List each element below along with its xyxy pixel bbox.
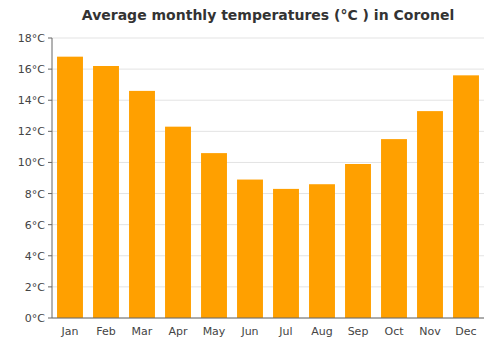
y-tick-label: 2°C xyxy=(25,281,45,294)
x-axis-line xyxy=(52,318,484,319)
tick-mark xyxy=(48,193,52,194)
x-tick-label: Jun xyxy=(240,325,258,338)
bar xyxy=(57,57,83,318)
chart: Average monthly temperatures (°C ) in Co… xyxy=(0,0,500,350)
grid-line xyxy=(52,318,484,319)
bar xyxy=(453,75,479,318)
tick-mark xyxy=(48,318,52,319)
x-tick-label: Nov xyxy=(419,325,441,338)
x-tick-label: Aug xyxy=(311,325,332,338)
bar xyxy=(273,189,299,318)
x-tick-label: Jul xyxy=(278,325,292,338)
x-tick-label: Apr xyxy=(168,325,188,338)
x-tick-label: Mar xyxy=(132,325,153,338)
tick-mark xyxy=(48,162,52,163)
x-tick-label: Oct xyxy=(384,325,404,338)
y-axis-line xyxy=(52,38,53,318)
bar xyxy=(129,91,155,318)
tick-mark xyxy=(48,69,52,70)
tick-mark xyxy=(48,224,52,225)
y-tick-label: 12°C xyxy=(18,125,45,138)
y-tick-label: 8°C xyxy=(25,188,45,201)
bar xyxy=(417,111,443,318)
x-tick-label: Jan xyxy=(61,325,79,338)
x-tick-label: Sep xyxy=(348,325,369,338)
bar xyxy=(237,180,263,318)
y-tick-label: 18°C xyxy=(18,32,45,45)
y-tick-label: 10°C xyxy=(18,156,45,169)
bars xyxy=(57,57,479,318)
y-tick-label: 14°C xyxy=(18,94,45,107)
x-tick-label: Dec xyxy=(455,325,476,338)
bar xyxy=(93,66,119,318)
title: Average monthly temperatures (°C ) in Co… xyxy=(82,7,454,23)
grid-line xyxy=(52,38,484,39)
tick-mark xyxy=(48,131,52,132)
tick-mark xyxy=(48,255,52,256)
bar xyxy=(201,153,227,318)
y-tick-label: 16°C xyxy=(18,63,45,76)
tick-mark xyxy=(48,100,52,101)
y-tick-label: 6°C xyxy=(25,219,45,232)
bar xyxy=(381,139,407,318)
y-tick-label: 0°C xyxy=(25,312,45,325)
tick-mark xyxy=(48,286,52,287)
bar xyxy=(165,127,191,318)
tick-mark xyxy=(48,38,52,39)
bar xyxy=(345,164,371,318)
y-tick-label: 4°C xyxy=(25,250,45,263)
x-tick-label: Feb xyxy=(96,325,115,338)
x-tick-label: May xyxy=(203,325,226,338)
bar xyxy=(309,184,335,318)
